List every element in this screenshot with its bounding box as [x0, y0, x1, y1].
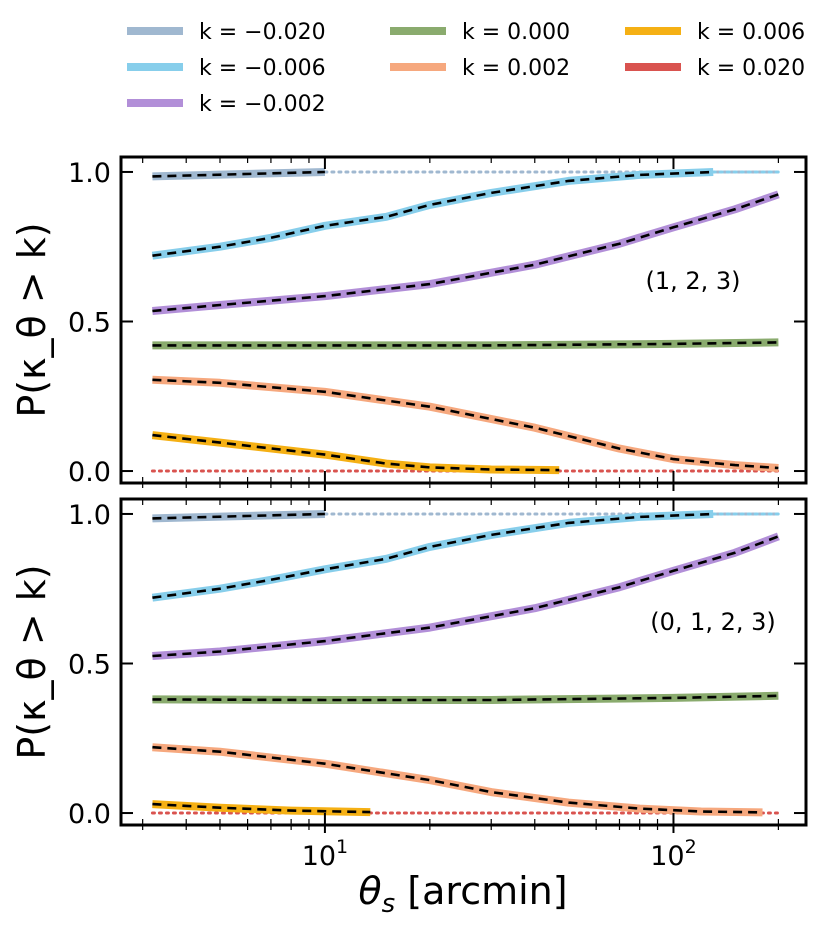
- legend-label-0: k = −0.020: [199, 20, 326, 45]
- series-dashed-0: [152, 512, 325, 520]
- series-line-4: [152, 375, 779, 472]
- legend-label-2: k = −0.002: [199, 92, 326, 117]
- series-dashed-4: [152, 378, 779, 470]
- axis-labels: θs [arcmin]: [358, 869, 567, 919]
- y-tick-label: 0.5: [68, 307, 111, 338]
- series-line-5: [151, 431, 560, 475]
- legend-label-1: k = −0.006: [199, 56, 326, 81]
- series-line-0: [152, 168, 326, 181]
- panel-annotation: (1, 2, 3): [645, 267, 740, 295]
- series-dashed-2: [152, 535, 779, 658]
- y-tick-label: 0.0: [68, 457, 111, 488]
- legend-label-5: k = 0.006: [697, 20, 805, 45]
- legend: k = −0.020 k = −0.006 k = −0.002 k = 0.000 k…: [127, 20, 805, 117]
- y-tick-label: 1.0: [68, 158, 111, 189]
- top-panel: 0.0 0.5 1.0 (1, 2, 3) P(κ_θ > k): [10, 155, 808, 491]
- series-dashed-2: [152, 193, 779, 313]
- y-axis-label: P(κ_θ > k): [10, 564, 54, 759]
- y-tick-label: 1.0: [68, 500, 111, 531]
- legend-label-6: k = 0.020: [697, 56, 805, 81]
- y-tick-label: 0.0: [68, 799, 111, 830]
- series-dashed-0: [152, 170, 325, 178]
- legend-label-3: k = 0.000: [462, 20, 570, 45]
- x-axis-label: θs [arcmin]: [358, 869, 567, 919]
- series-line-0: [152, 510, 326, 523]
- series-dashed-5: [152, 433, 560, 472]
- plot-frame: [119, 155, 808, 485]
- x-tick-label: 102: [650, 836, 696, 872]
- y-axis-label: P(κ_θ > k): [10, 222, 54, 417]
- series-line-2: [152, 532, 780, 660]
- series-dashed-1: [152, 170, 714, 257]
- series-dashed-4: [152, 745, 763, 814]
- series-line-4: [152, 743, 763, 817]
- bottom-panel: 0.0 0.5 1.0 101 102 (0, 1, 2, 3) P(κ_θ > k): [10, 497, 808, 872]
- y-tick-label: 0.5: [68, 649, 111, 680]
- series-dashed-3: [152, 341, 779, 347]
- series-dashed-3: [152, 694, 779, 702]
- plot-frame: [119, 497, 808, 827]
- x-tick-label: 101: [302, 836, 348, 872]
- legend-label-4: k = 0.002: [462, 56, 570, 81]
- panel-annotation: (0, 1, 2, 3): [650, 608, 776, 636]
- series-dashed-1: [152, 512, 714, 599]
- series-dashed-5: [152, 802, 371, 814]
